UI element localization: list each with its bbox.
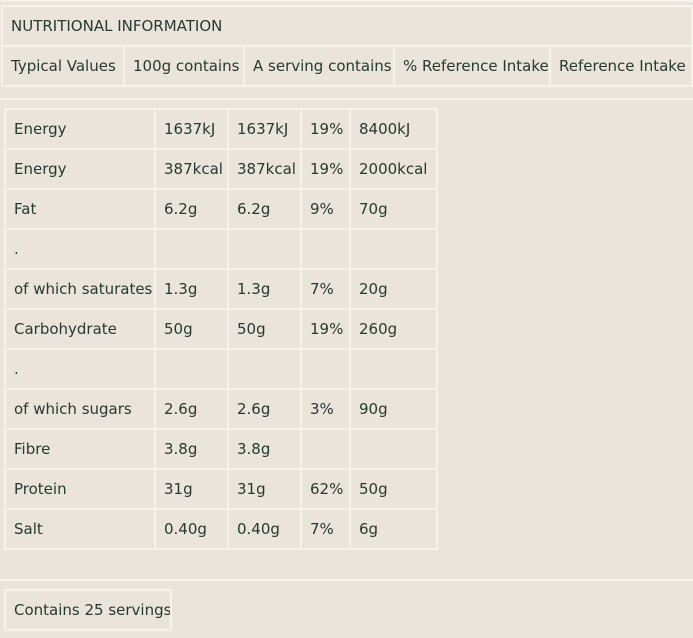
column-header: Reference Intake [548,45,693,87]
row: of which saturates 1.3g 1.3g 7% 20g [4,268,438,310]
row: . [4,228,438,270]
cell: 90g [349,388,438,430]
cell: 9% [300,188,351,230]
footer-table: Contains 25 servings [4,589,172,631]
cell: 260g [349,308,438,350]
cell: 19% [300,108,351,150]
cell: 6g [349,508,438,550]
cell [227,228,302,270]
cell [349,428,438,470]
row: of which sugars 2.6g 2.6g 3% 90g [4,388,438,430]
cell: Protein [4,468,156,510]
cell: 31g [227,468,302,510]
cell: 6.2g [154,188,229,230]
cell: 0.40g [227,508,302,550]
cell [300,428,351,470]
cell [349,348,438,390]
cell: 387kcal [227,148,302,190]
cell: 50g [154,308,229,350]
cell: Fat [4,188,156,230]
cell [300,348,351,390]
row: Carbohydrate 50g 50g 19% 260g [4,308,438,350]
cell: 7% [300,508,351,550]
cell [154,348,229,390]
divider [0,0,693,2]
row: Fibre 3.8g 3.8g [4,428,438,470]
row: Salt 0.40g 0.40g 7% 6g [4,508,438,550]
cell: of which sugars [4,388,156,430]
cell: . [4,228,156,270]
cell: 31g [154,468,229,510]
cell: 70g [349,188,438,230]
row: Protein 31g 31g 62% 50g [4,468,438,510]
cell [154,228,229,270]
cell: 1637kJ [227,108,302,150]
row: Energy 387kcal 387kcal 19% 2000kcal [4,148,438,190]
cell: 2.6g [154,388,229,430]
cell: 50g [227,308,302,350]
cell: 20g [349,268,438,310]
servings: Contains 25 servings [4,589,172,631]
divider [0,98,693,100]
cell: Energy [4,148,156,190]
row: Energy 1637kJ 1637kJ 19% 8400kJ [4,108,438,150]
nutrition-table: Energy 1637kJ 1637kJ 19% 8400kJ Energy 387kcal… [4,108,438,550]
cell: Carbohydrate [4,308,156,350]
title: NUTRITIONAL INFORMATION [0,5,693,47]
column-header: 100g contains [123,45,245,87]
row: Fat 6.2g 6.2g 9% 70g [4,188,438,230]
row: . [4,348,438,390]
cell: 3.8g [227,428,302,470]
cell [349,228,438,270]
cell: 1637kJ [154,108,229,150]
cell [300,228,351,270]
cell: 0.40g [154,508,229,550]
column-header: Typical Values [1,45,125,87]
cell: 19% [300,308,351,350]
cell: 19% [300,148,351,190]
cell: 7% [300,268,351,310]
cell: . [4,348,156,390]
cell: 3% [300,388,351,430]
cell: 50g [349,468,438,510]
cell: 1.3g [154,268,229,310]
cell: Energy [4,108,156,150]
cell: 6.2g [227,188,302,230]
cell: 2000kcal [349,148,438,190]
cell: Fibre [4,428,156,470]
cell: 62% [300,468,351,510]
cell: Salt [4,508,156,550]
column-header: A serving contains [243,45,395,87]
cell [227,348,302,390]
cell: of which saturates [4,268,156,310]
cell: 8400kJ [349,108,438,150]
cell: 1.3g [227,268,302,310]
cell: 387kcal [154,148,229,190]
cell: 3.8g [154,428,229,470]
header-table: NUTRITIONAL INFORMATION Typical Values 10… [0,5,693,87]
column-header: % Reference Intake [393,45,551,87]
cell: 2.6g [227,388,302,430]
divider [0,579,693,581]
